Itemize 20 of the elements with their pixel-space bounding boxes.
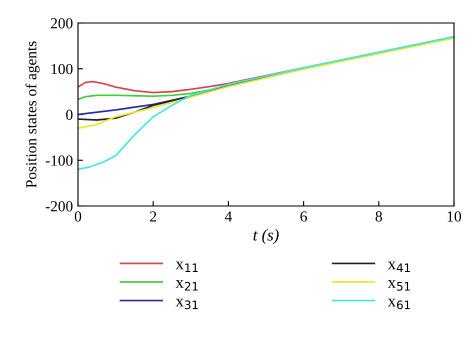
y-axis-title: Position states of agents [26,41,40,188]
y-tick-label: 100 [52,64,73,74]
x-axis-title: t (s) [254,228,279,244]
x-tick-label: 6 [300,211,307,222]
x-tick-label: 8 [376,211,382,222]
legend-label: x$_{31}$ [176,298,198,310]
x-tick-label: 0 [74,211,82,222]
y-tick-label: 200 [50,18,73,28]
legend-label: x$_{61}$ [388,298,410,310]
x-tick-label: 4 [224,211,232,222]
legend-label: x$_{41}$ [388,262,410,272]
x-tick-label: 10 [448,211,462,222]
y-tick-label: -100 [46,155,73,166]
y-tick-label: 0 [66,110,73,120]
line-series [78,36,454,170]
legend-label: x$_{11}$ [176,262,198,272]
legend-label: x$_{51}$ [388,280,410,291]
x-tick-label: 2 [150,211,156,222]
y-tick-label: -200 [46,201,73,212]
legend-label: x$_{21}$ [176,280,198,291]
